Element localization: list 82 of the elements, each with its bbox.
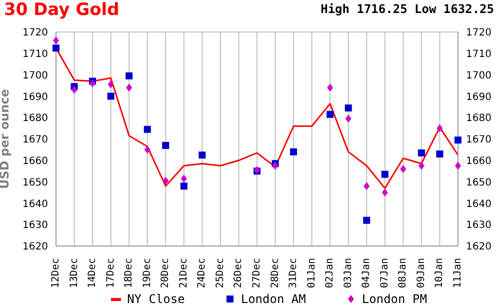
y2-tick-label: 1630 [466, 220, 492, 232]
y2-tick-label: 1660 [466, 156, 492, 167]
point [180, 174, 187, 183]
y-tick-label: 1650 [22, 177, 48, 188]
point [52, 44, 60, 52]
point [272, 162, 278, 170]
point [144, 126, 151, 133]
x-tick-label: 11Jan [452, 258, 464, 288]
point [198, 152, 206, 159]
point [381, 170, 388, 178]
y2-tick-label: 1690 [466, 92, 492, 103]
y-tick-label: 1640 [22, 198, 48, 210]
chart-subtitle: High 1716.25 Low 1632.25 [320, 2, 494, 16]
x-tick-label: 18Dec [124, 258, 135, 288]
point [400, 164, 406, 173]
point [364, 182, 370, 190]
x-tick-label: 19Dec [142, 258, 153, 288]
x-tick-label: 13Dec [68, 258, 80, 288]
legend-label: London PM [362, 292, 427, 306]
point [436, 124, 443, 132]
point [108, 80, 114, 88]
point [344, 104, 352, 112]
point [363, 216, 370, 224]
point [290, 148, 298, 156]
x-tick-label: 02Jan [324, 258, 336, 288]
chart-title: 30 Day Gold [4, 0, 120, 20]
y2-tick-label: 1680 [466, 113, 492, 124]
x-tick-label: 31Dec [288, 258, 300, 288]
point [418, 162, 424, 170]
x-tick-label: 28Dec [270, 258, 281, 288]
legend-label: London AM [240, 292, 306, 306]
x-tick-label: 25Dec [214, 258, 226, 288]
point [345, 114, 352, 123]
y2-tick-label: 1640 [466, 198, 492, 210]
y-tick-label: 1670 [22, 134, 48, 146]
x-tick-label: 03Jan [342, 258, 354, 288]
x-tick-label: 17Dec [105, 258, 116, 288]
x-tick-label: 24Dec [196, 258, 208, 288]
x-tick-label: 10Jan [434, 258, 446, 288]
y-tick-label: 1720 [22, 28, 48, 39]
x-tick-label: 26Dec [233, 258, 244, 288]
x-tick-label: 20Dec [160, 258, 172, 288]
y2-tick-label: 1650 [466, 177, 492, 188]
x-tick-label: 07Jan [379, 258, 390, 288]
y2-tick-label: 1710 [466, 48, 492, 60]
y-tick-label: 1660 [22, 156, 48, 167]
y-tick-label: 1710 [22, 48, 48, 60]
point [144, 146, 150, 154]
x-tick-label: 08Jan [398, 258, 409, 288]
y-tick-label: 1630 [22, 220, 48, 232]
point [455, 162, 461, 170]
y2-tick-label: 1620 [466, 242, 492, 253]
point [126, 84, 132, 92]
point [418, 149, 425, 156]
point [180, 182, 188, 190]
y-tick-label: 1700 [22, 70, 48, 82]
point [107, 92, 114, 100]
point [126, 72, 133, 80]
point [71, 86, 78, 94]
x-tick-label: 09Jan [416, 258, 427, 288]
legend-label: NY Close [127, 292, 185, 306]
x-tick-label: 01Jan [306, 258, 318, 288]
point [326, 110, 334, 118]
point [90, 79, 96, 88]
y-tick-label: 1680 [22, 113, 48, 124]
x-tick-label: 12Dec [50, 258, 62, 288]
y-tick-label: 1690 [22, 92, 48, 103]
point [436, 150, 444, 158]
point [382, 188, 388, 196]
x-tick-label: 04Jan [361, 258, 372, 288]
x-tick-label: 14Dec [87, 258, 98, 288]
point [454, 136, 462, 144]
point [327, 84, 334, 92]
y2-tick-label: 1720 [466, 28, 492, 39]
y-tick-label: 1620 [22, 242, 48, 253]
y2-tick-label: 1670 [466, 134, 492, 146]
y2-tick-label: 1700 [466, 70, 492, 82]
point [53, 36, 59, 45]
point [162, 142, 170, 149]
x-tick-label: 21Dec [178, 258, 190, 288]
x-tick-label: 27Dec [252, 258, 262, 288]
point [162, 176, 169, 185]
